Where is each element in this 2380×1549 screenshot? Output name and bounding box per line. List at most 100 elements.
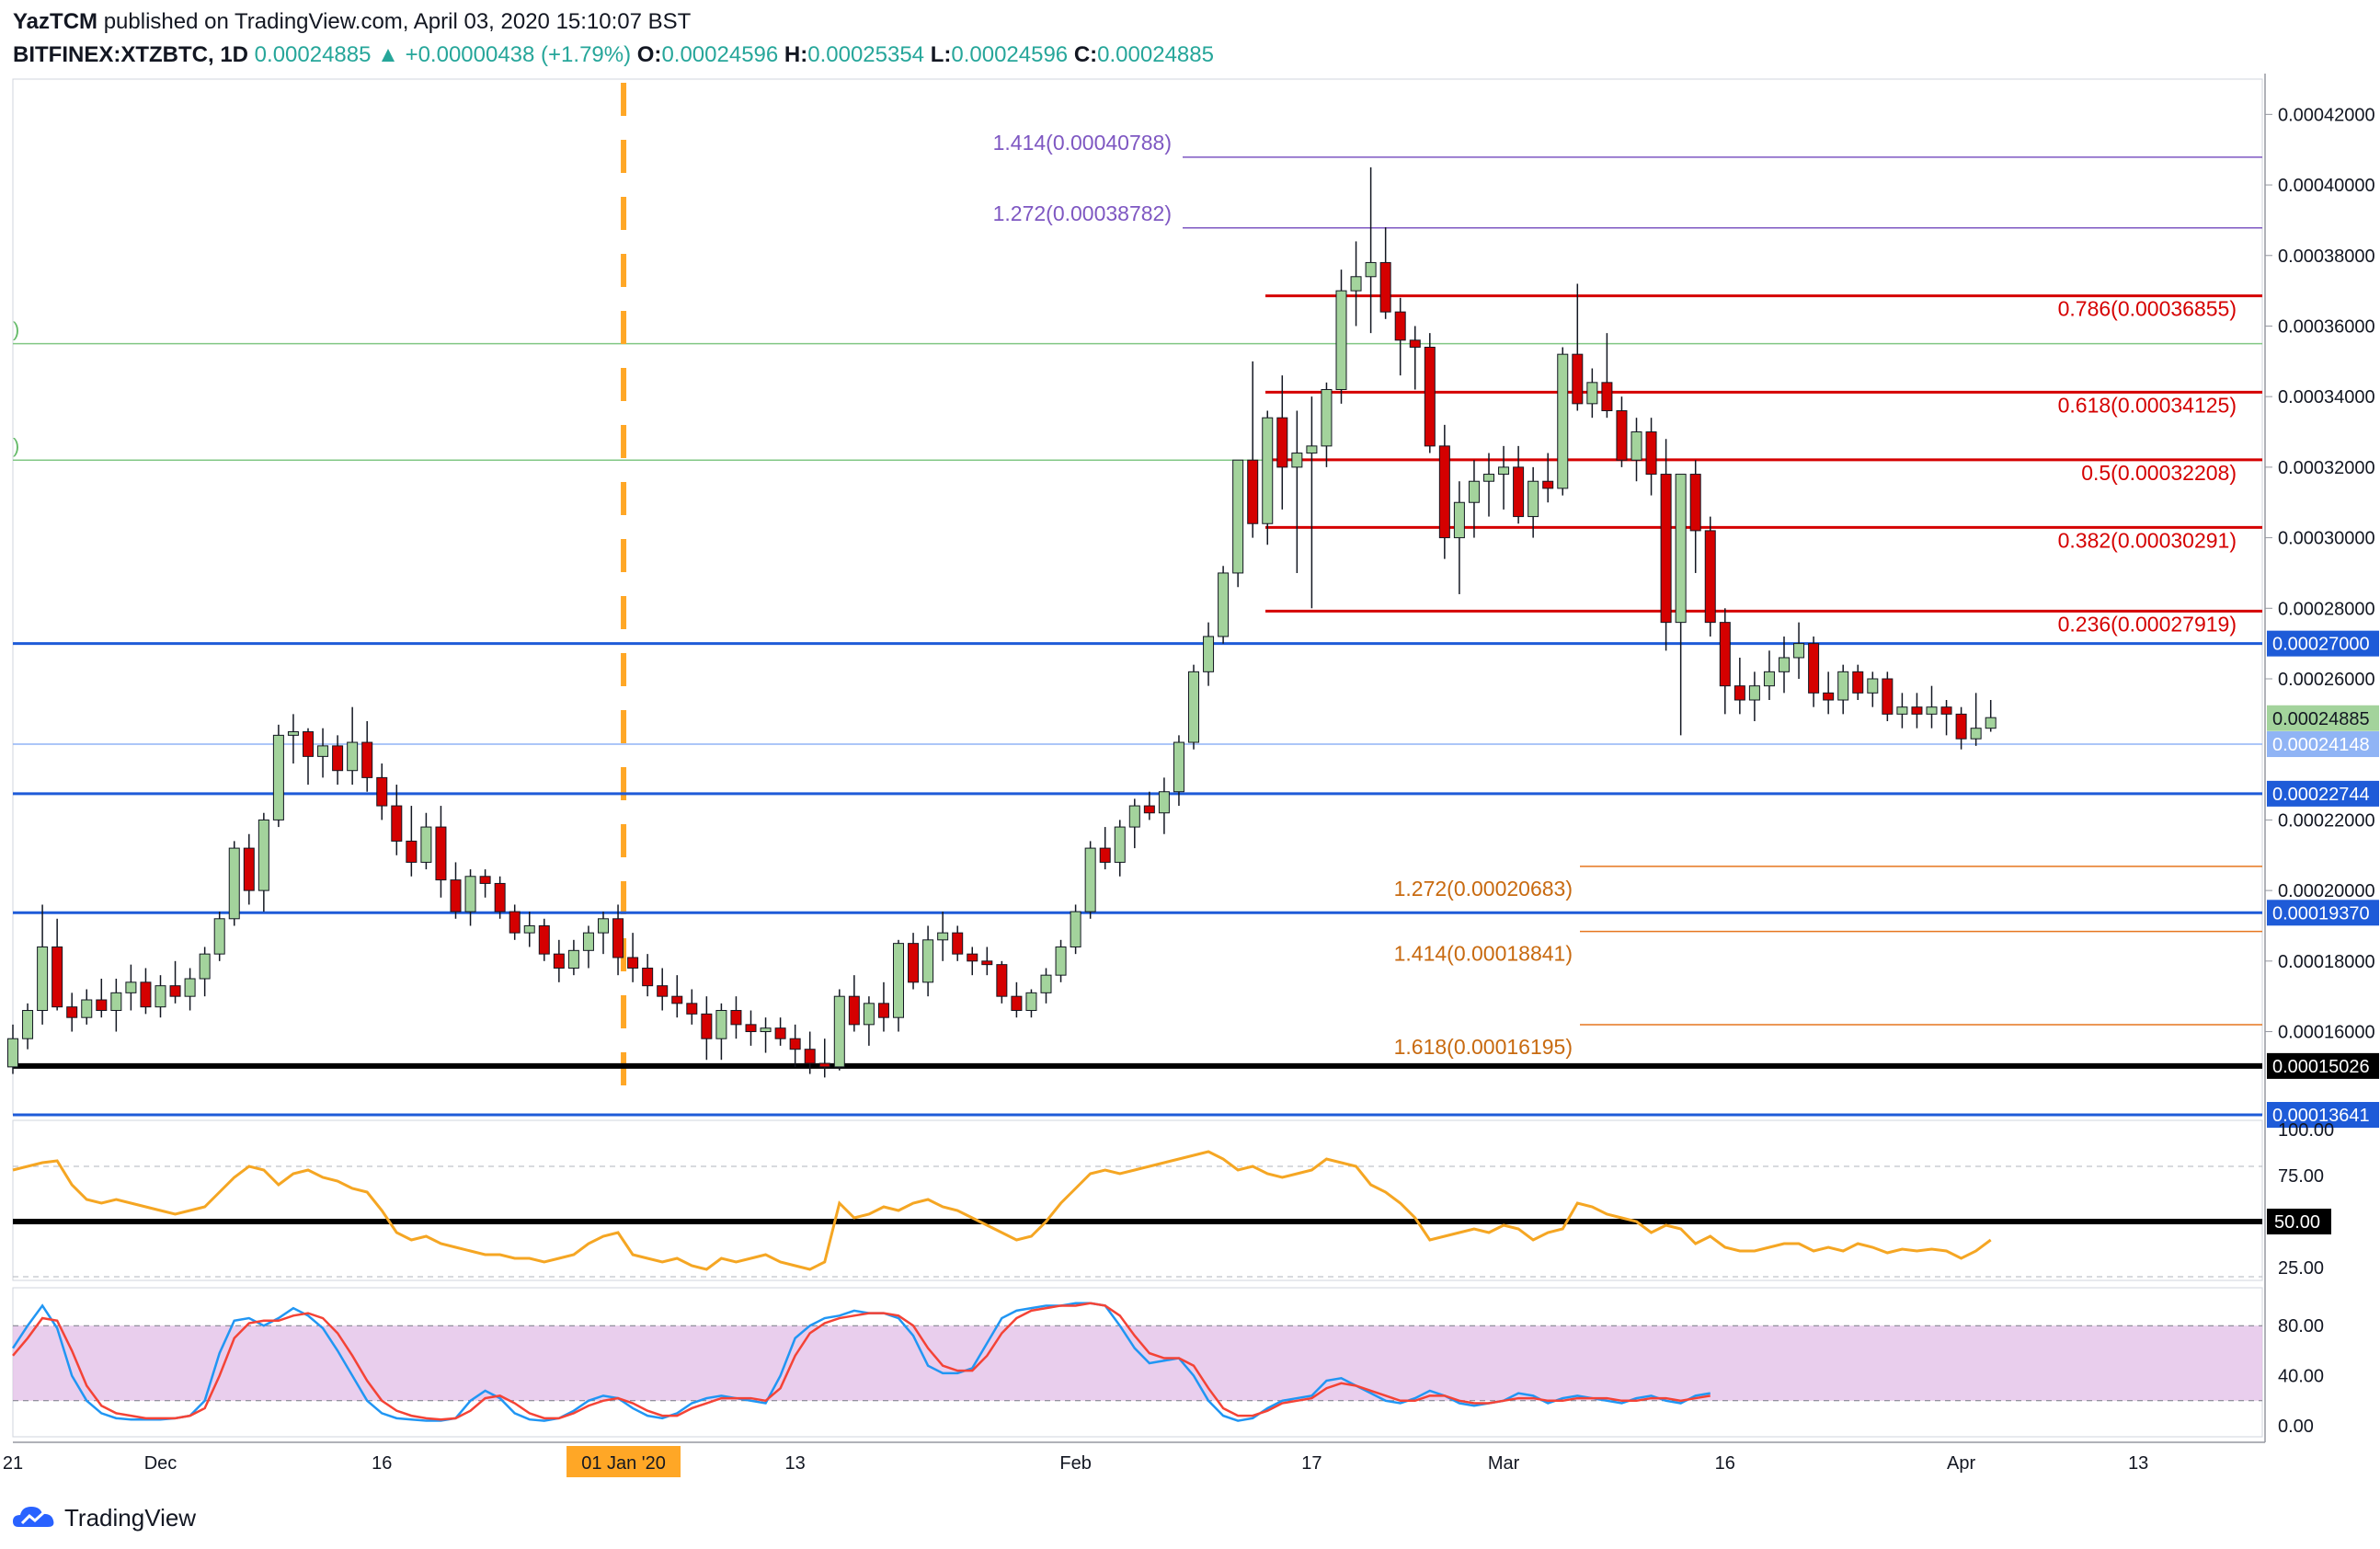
x-axis-label: 21: [3, 1453, 23, 1474]
candle-body: [140, 981, 152, 1008]
purple-fib-label: 1.272(0.00038782): [993, 201, 1172, 225]
y-tick-label: 0.00042000: [2278, 105, 2375, 125]
symbol-label[interactable]: BITFINEX:XTZBTC, 1D: [13, 42, 248, 67]
candle-body: [1513, 466, 1525, 518]
tradingview-cloud-icon: [13, 1507, 54, 1527]
candle-body: [332, 745, 344, 772]
candle-body: [1247, 459, 1259, 524]
red-fib-label: 0.786(0.00036855): [2058, 297, 2237, 321]
purple-fib-label: 1.414(0.00040788): [993, 131, 1172, 155]
price-level-badge: [2267, 705, 2379, 731]
candle-body: [1379, 261, 1391, 313]
candle-body: [272, 734, 284, 820]
high-value: 0.00025354: [807, 42, 925, 67]
footer-brand: TradingView: [64, 1503, 197, 1532]
candle-body: [1793, 643, 1805, 659]
price-level-badge: [2267, 630, 2379, 657]
candle-body: [538, 924, 550, 955]
x-axis-label: Mar: [1488, 1453, 1520, 1474]
candle-body: [774, 1027, 786, 1039]
low-value: 0.00024596: [951, 42, 1069, 67]
candle-body: [213, 918, 225, 955]
candle-body: [1173, 741, 1184, 793]
candle-body: [848, 995, 860, 1026]
red-fib-label: 0.618(0.00034125): [2058, 393, 2237, 417]
close-value: 0.00024885: [1097, 42, 1214, 67]
candle-body: [317, 745, 329, 757]
candle-body: [922, 939, 934, 983]
stoch-tick-label: 80.00: [2278, 1316, 2324, 1337]
candle-body: [686, 1003, 698, 1015]
open-value: 0.00024596: [661, 42, 779, 67]
candle-body: [1601, 382, 1613, 412]
candle-body: [169, 985, 181, 997]
y-tick-label: 0.00030000: [2278, 529, 2375, 549]
x-axis-label: 13: [2128, 1453, 2148, 1474]
candle-body: [376, 776, 388, 807]
price-level-badge: [2267, 780, 2379, 807]
candle-body: [627, 957, 639, 969]
orange-fib-label: 1.272(0.00020683): [1394, 877, 1573, 901]
candle-body: [877, 1003, 889, 1018]
candle-body: [1291, 453, 1303, 468]
price-level-label: 0.00022744: [2272, 785, 2370, 805]
candle-body: [1158, 791, 1170, 814]
price-level-label: 0.00024885: [2272, 709, 2370, 729]
rsi-tick-label: 75.00: [2278, 1166, 2324, 1187]
candle-body: [479, 876, 491, 884]
candle-body: [1689, 474, 1701, 532]
candle-body: [582, 932, 594, 951]
candle-body: [1424, 346, 1436, 447]
candle-body: [1453, 501, 1465, 539]
candle-body: [1675, 474, 1687, 624]
candle-body: [1498, 466, 1510, 476]
candle-body: [1955, 713, 1967, 740]
rsi-pane: [12, 1119, 2263, 1281]
candle-body: [745, 1024, 757, 1033]
y-tick-label: 0.00032000: [2278, 458, 2375, 478]
candle-body: [420, 826, 432, 863]
chart-header: YazTCM published on TradingView.com, Apr…: [13, 6, 2220, 70]
candle-body: [1985, 717, 1997, 729]
y-tick-label: 0.00028000: [2278, 599, 2375, 619]
candle-body: [1616, 410, 1628, 461]
rsi-tick-label: 25.00: [2278, 1258, 2324, 1279]
candle-body: [51, 946, 63, 1008]
candle-body: [81, 999, 93, 1018]
candle-body: [391, 805, 403, 842]
candle-body: [1143, 805, 1155, 814]
x-axis-label: Apr: [1947, 1453, 1975, 1474]
candle-body: [1055, 946, 1067, 976]
y-tick-label: 0.00038000: [2278, 247, 2375, 267]
candle-body: [494, 882, 506, 912]
candle-body: [657, 985, 669, 997]
candle-body: [125, 981, 137, 993]
candle-body: [730, 1010, 742, 1026]
price-level-badge: [2267, 731, 2379, 758]
candle-body: [1896, 706, 1908, 715]
candle-body: [567, 949, 579, 969]
x-axis-label: 01 Jan '20: [581, 1453, 666, 1474]
candle-body: [701, 1013, 713, 1039]
candle-body: [642, 967, 654, 987]
candle-body: [1011, 995, 1023, 1012]
candle-body: [347, 741, 359, 772]
candle-body: [1232, 459, 1244, 574]
price-level-badge: [2267, 1052, 2379, 1079]
candle-body: [1631, 431, 1642, 461]
candle-body: [1528, 480, 1539, 518]
candle-body: [523, 924, 535, 934]
candle-body: [1586, 382, 1598, 405]
candle-body: [967, 953, 978, 962]
candle-body: [715, 1010, 727, 1039]
candle-body: [804, 1049, 816, 1064]
publisher-name[interactable]: YazTCM: [13, 9, 98, 34]
x-highlight-badge: [566, 1446, 681, 1477]
tradingview-logo[interactable]: TradingView: [13, 1497, 196, 1538]
candle-body: [1365, 261, 1377, 278]
candle-body: [1763, 671, 1775, 687]
price-level-label: 0.00019370: [2272, 903, 2370, 924]
candle-body: [1704, 530, 1716, 624]
price-level-label: 0.00015026: [2272, 1057, 2370, 1077]
